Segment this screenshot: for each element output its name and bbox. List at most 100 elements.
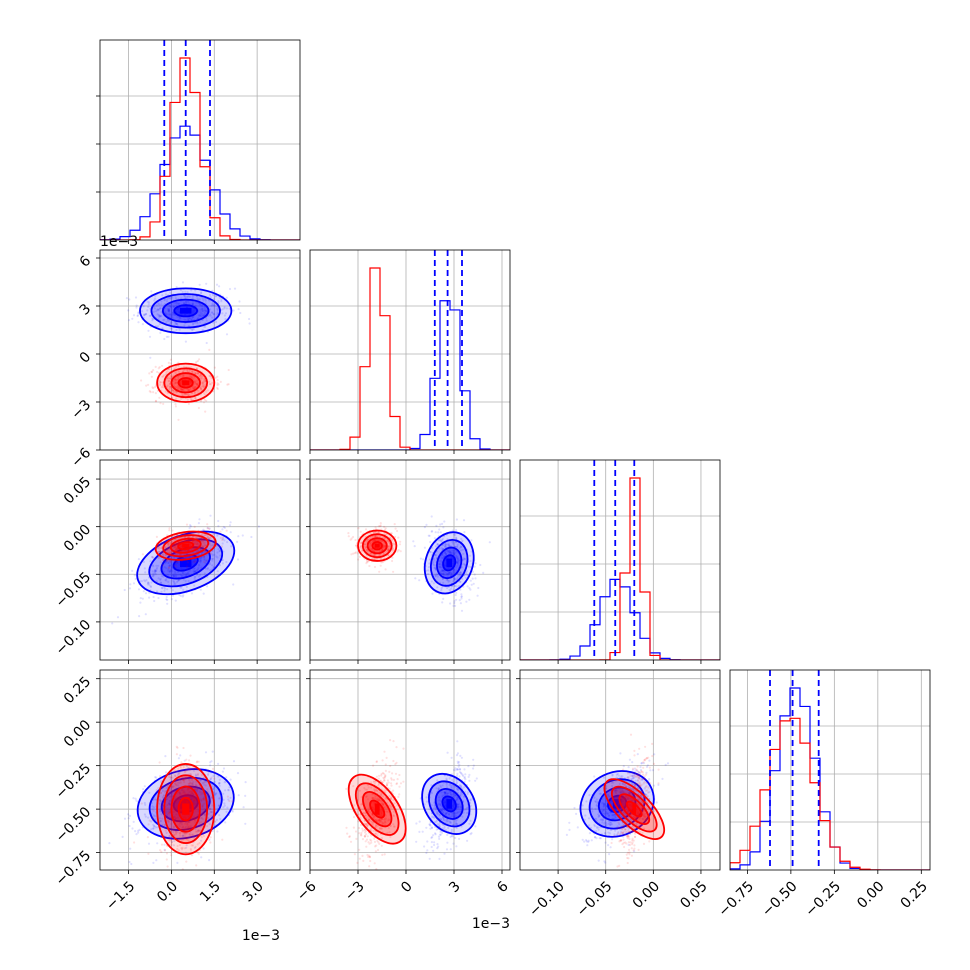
sample-point xyxy=(444,819,447,822)
sample-point xyxy=(169,851,173,854)
sample-point xyxy=(445,811,448,815)
panel-grid xyxy=(310,670,510,870)
sample-point xyxy=(232,309,235,312)
panel-frame xyxy=(519,459,721,661)
sample-point xyxy=(183,294,186,297)
sample-point xyxy=(446,833,449,837)
sample-point xyxy=(164,809,167,813)
sample-point xyxy=(175,795,178,799)
sample-point xyxy=(188,826,191,829)
sample-point xyxy=(451,529,454,532)
sample-point xyxy=(159,307,162,310)
sample-point xyxy=(446,579,449,582)
sample-point xyxy=(164,548,167,551)
sample-point xyxy=(201,804,204,807)
sample-point xyxy=(193,577,196,580)
sample-point xyxy=(186,572,189,575)
sample-point xyxy=(456,564,459,567)
sample-point xyxy=(144,815,147,818)
sample-point xyxy=(449,821,452,824)
sample-point xyxy=(174,817,177,820)
sample-point xyxy=(352,535,355,539)
sample-point xyxy=(156,842,159,845)
sample-point xyxy=(389,536,392,539)
sample-point xyxy=(171,529,174,532)
sample-point xyxy=(449,792,452,795)
sample-point xyxy=(174,560,177,563)
sample-point xyxy=(223,314,226,317)
sample-point xyxy=(167,319,170,322)
sample-point xyxy=(189,768,192,771)
sample-point xyxy=(200,773,203,777)
sample-point xyxy=(154,392,157,395)
sample-point xyxy=(436,543,439,546)
sample-point xyxy=(386,539,389,542)
sample-point xyxy=(169,569,173,572)
sample-point xyxy=(191,552,194,555)
sample-point xyxy=(357,527,360,530)
sample-point xyxy=(453,577,456,581)
sample-point xyxy=(191,833,195,836)
sample-point xyxy=(457,559,460,562)
sample-point xyxy=(438,547,441,550)
sample-point xyxy=(192,799,195,802)
sample-point xyxy=(154,826,157,829)
sample-point xyxy=(189,525,192,528)
sample-point xyxy=(199,308,202,311)
sample-point xyxy=(472,758,475,761)
sample-point xyxy=(174,833,177,836)
sample-point xyxy=(194,830,197,833)
sample-point xyxy=(369,552,372,555)
sample-point xyxy=(174,582,177,586)
sample-point xyxy=(174,301,177,304)
sample-point xyxy=(193,545,196,548)
panel-content xyxy=(310,250,510,450)
sample-point xyxy=(186,572,189,575)
sample-point xyxy=(219,797,222,800)
sample-point xyxy=(180,761,183,764)
sample-point xyxy=(216,313,219,316)
sample-point xyxy=(450,587,453,590)
sample-point xyxy=(202,797,205,801)
sample-point xyxy=(157,787,160,790)
sample-point xyxy=(203,780,207,783)
sample-point xyxy=(164,390,167,393)
sample-point xyxy=(128,298,131,301)
sample-point xyxy=(465,806,469,810)
sample-point xyxy=(182,838,185,841)
sample-point xyxy=(194,799,198,802)
sample-point xyxy=(207,820,210,823)
sample-point xyxy=(143,313,146,316)
sample-point xyxy=(179,754,182,757)
sample-point xyxy=(181,290,184,293)
sample-point xyxy=(168,385,171,388)
sample-point xyxy=(216,386,219,389)
sample-point xyxy=(159,331,162,334)
sample-point xyxy=(453,549,456,552)
sample-point xyxy=(389,805,392,808)
contour-blue xyxy=(423,531,475,595)
sample-point xyxy=(358,555,361,558)
sample-point xyxy=(168,814,171,817)
sample-point xyxy=(418,830,421,834)
sample-point xyxy=(129,583,132,586)
sample-point xyxy=(226,795,229,798)
sample-point xyxy=(189,790,192,793)
sample-point xyxy=(199,387,202,390)
panel-content xyxy=(345,739,478,870)
sample-point xyxy=(444,543,448,546)
sample-point xyxy=(160,850,163,854)
panel-content xyxy=(100,40,300,240)
sample-point xyxy=(168,564,171,568)
sample-point xyxy=(194,385,197,388)
sample-point xyxy=(452,550,455,553)
sample-point xyxy=(152,565,155,568)
sample-point xyxy=(180,387,183,390)
sample-point xyxy=(373,539,376,542)
sample-point xyxy=(433,537,436,540)
sample-point xyxy=(177,548,180,551)
sample-point xyxy=(186,369,189,372)
sample-point xyxy=(135,799,138,802)
sample-point xyxy=(199,560,202,563)
sample-point xyxy=(173,575,176,578)
